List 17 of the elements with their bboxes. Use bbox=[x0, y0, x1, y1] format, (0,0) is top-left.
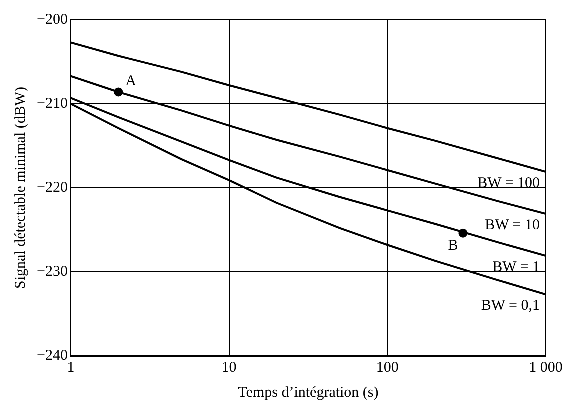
x-tick-label: 100 bbox=[376, 360, 399, 376]
annotation: B bbox=[448, 238, 458, 254]
x-tick-label: 1 bbox=[67, 360, 75, 376]
y-tick-label: −210 bbox=[36, 96, 68, 112]
series-label: BW = 100 bbox=[478, 175, 540, 192]
x-tick-label: 10 bbox=[222, 360, 237, 376]
series-label: BW = 0,1 bbox=[481, 298, 540, 314]
series-label: BW = 10 bbox=[485, 217, 540, 234]
x-tick-label: 1 000 bbox=[529, 360, 563, 376]
y-axis-title: Signal détectable minimal (dBW) bbox=[12, 86, 29, 290]
y-tick-label: −230 bbox=[36, 264, 68, 280]
annotation: A bbox=[126, 74, 137, 90]
y-tick-label: −200 bbox=[36, 12, 68, 28]
y-tick-label: −220 bbox=[36, 180, 68, 196]
series-label: BW = 1 bbox=[492, 259, 540, 276]
y-tick-label: −240 bbox=[36, 348, 68, 364]
x-axis-title: Temps d’intégration (s) bbox=[238, 384, 379, 401]
